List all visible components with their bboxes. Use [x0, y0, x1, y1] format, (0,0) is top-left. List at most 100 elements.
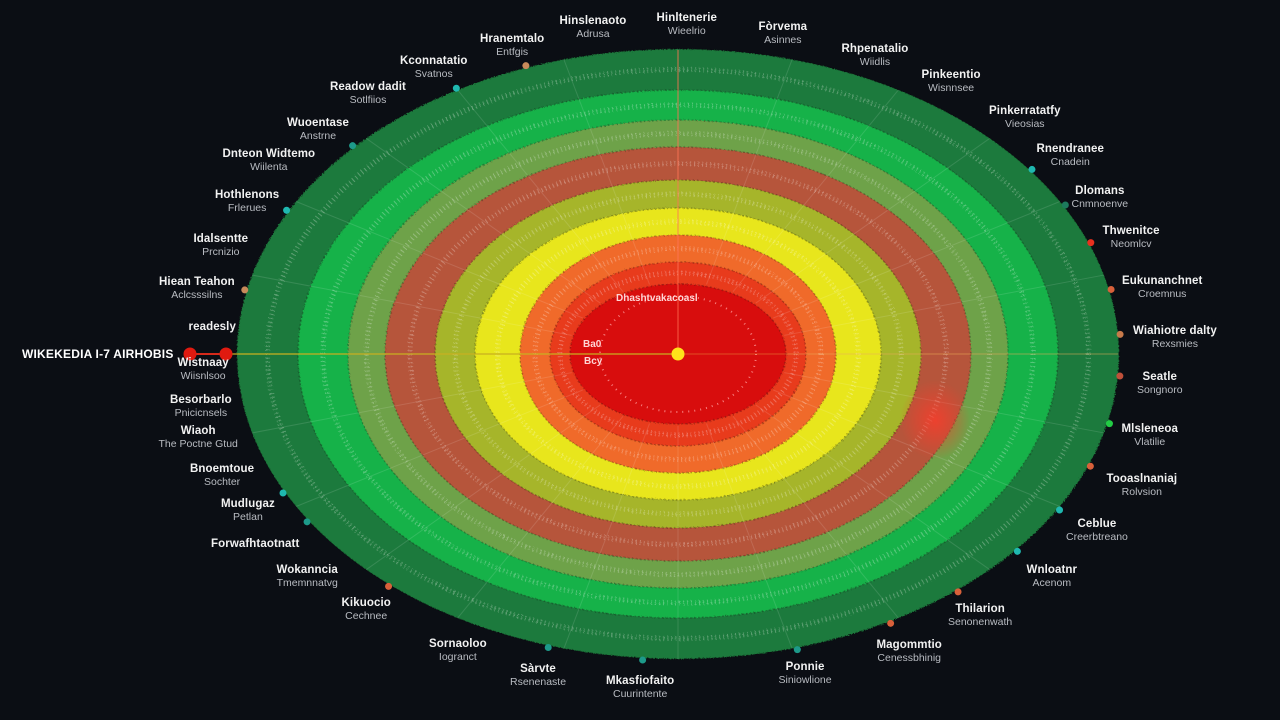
ring-label[interactable]: Dlomans Cnmnoenve [1072, 185, 1129, 210]
label-title: Wuoentase [287, 117, 350, 129]
label-subtitle: Croemnus [1138, 288, 1187, 301]
ring-label[interactable]: Idalsentte Prcnizio [194, 233, 249, 258]
label-title: Wokanncia [276, 564, 338, 576]
label-dot[interactable] [1116, 330, 1124, 338]
ring-label[interactable]: Pinkeentio Wisnnsee [922, 69, 981, 94]
label-subtitle: Rexsmies [1151, 338, 1198, 351]
label-title: Wiaoh [180, 425, 216, 437]
ring-label[interactable]: Wokanncia Tmemnnatvg [277, 564, 338, 589]
label-title: Hothlenons [215, 189, 280, 201]
ring-label[interactable]: Wuoentase Anstrne [287, 117, 349, 142]
ring-label[interactable]: Wnloatnr Acenom [1027, 564, 1078, 589]
radial-line [706, 423, 793, 649]
ring-label[interactable]: Wiahiotre dalty Rexsmies [1133, 325, 1217, 350]
ring-label[interactable]: Hinslenaoto Adrusa [560, 15, 627, 40]
ring-label[interactable]: Thilarion Senonenwath [948, 603, 1012, 628]
connector-end-node[interactable] [219, 347, 233, 361]
ring-label[interactable]: Hothlenons Frlerues [215, 189, 279, 214]
ring-label[interactable]: Mlsleneoa Vlatilie [1122, 423, 1179, 448]
ring-label[interactable]: Hinltenerie Wieelrio [657, 12, 718, 37]
ring-label[interactable]: Sornaoloo Iogranct [429, 638, 487, 663]
connector-start-node[interactable] [183, 347, 197, 361]
label-subtitle: Siniowlione [778, 674, 832, 687]
ring-label[interactable]: Ponnie Siniowlione [779, 661, 832, 686]
label-dot[interactable] [303, 518, 311, 526]
label-dot[interactable] [793, 646, 801, 654]
ring-label[interactable]: Forwafhtaotnatt [211, 538, 299, 551]
label-dot[interactable] [1013, 547, 1021, 555]
label-dot[interactable] [544, 644, 552, 652]
label-title: Hinltenerie [656, 12, 718, 24]
label-title: Thwenitce [1102, 225, 1160, 237]
red-highlight-glow [900, 380, 970, 460]
ring-label[interactable]: Thwenitce Neomlcv [1103, 225, 1160, 250]
label-dot[interactable] [1061, 201, 1069, 209]
ring-label[interactable]: Rhpenatalio Wiidlis [842, 43, 909, 68]
diagram-title: WIKEKEDIA I-7 AIRHOBIS [22, 347, 174, 361]
ring-label[interactable]: Bnoemtoue Sochter [190, 463, 254, 488]
label-title: Rnendranee [1036, 143, 1104, 155]
label-title: Hinslenaoto [559, 15, 627, 27]
label-dot[interactable] [241, 286, 249, 294]
center-node[interactable] [671, 347, 685, 361]
ring-label[interactable]: Fòrvema Asinnes [759, 21, 808, 46]
ring-label[interactable]: Dnteon Widtemo Wiilenta [223, 148, 316, 173]
ring-label[interactable]: Wistnaay Wiisnlsoo [178, 357, 229, 382]
label-dot[interactable] [954, 588, 962, 596]
ring-label[interactable]: Mkasfiofaito Cuurintente [606, 675, 674, 700]
ring-label[interactable]: Wiaoh The Poctne Gtud [159, 425, 238, 450]
label-title: Mlsleneoa [1121, 423, 1179, 435]
ring-label[interactable]: Hiean Teahon Aclcsssilns [159, 276, 235, 301]
radial-line [755, 137, 991, 304]
label-dot[interactable] [639, 656, 647, 664]
ring-label[interactable]: Tooaslnaniaj Rolvsion [1107, 473, 1178, 498]
label-subtitle: Wiidlis [859, 56, 891, 69]
label-subtitle: Entfgis [496, 46, 529, 59]
ring-label[interactable]: Besorbarlo Pnicicnsels [170, 394, 232, 419]
label-subtitle: Senonenwath [948, 616, 1013, 629]
ring-label[interactable]: Ceblue Creerbtreano [1066, 518, 1128, 543]
label-dot[interactable] [1105, 420, 1113, 428]
label-dot[interactable] [522, 62, 530, 70]
label-dot[interactable] [283, 206, 291, 214]
label-title: Wistnaay [177, 357, 229, 369]
label-subtitle: Anstrne [299, 130, 337, 143]
ring-label[interactable]: Pinkerratatfy Vieosias [989, 105, 1061, 130]
ring-label[interactable]: readesly [189, 321, 236, 334]
radial-line [755, 404, 991, 571]
radial-line [563, 423, 650, 649]
label-subtitle: Wieelrio [667, 25, 706, 38]
radial-line [784, 274, 1105, 336]
label-dot[interactable] [1087, 239, 1095, 247]
label-dot[interactable] [349, 142, 357, 150]
label-dot[interactable] [887, 619, 895, 627]
ring-label[interactable]: Seatle Songnoro [1137, 371, 1183, 396]
label-dot[interactable] [1116, 372, 1124, 380]
ring-label[interactable]: Readow dadit Sotlfiios [330, 81, 406, 106]
label-subtitle: Adrusa [576, 28, 610, 41]
ring-label[interactable]: Hranemtalo Entfgis [480, 33, 544, 58]
ring-label[interactable]: Sàrvte Rsenenaste [510, 663, 566, 688]
ring-label[interactable]: Rnendranee Cnadein [1037, 143, 1104, 168]
ring-label[interactable]: Magommtio Cenessbhinig [877, 639, 942, 664]
label-subtitle: Sochter [203, 476, 241, 489]
label-subtitle: Prcnizio [202, 246, 240, 259]
label-dot[interactable] [1028, 165, 1036, 173]
label-dot[interactable] [452, 84, 460, 92]
ring-label[interactable]: Eukunanchnet Croemnus [1122, 275, 1202, 300]
ring-label[interactable]: Kconnatatio Svatnos [400, 55, 468, 80]
radial-line [732, 416, 899, 619]
ring-label[interactable]: Kikuocio Cechnee [342, 597, 391, 622]
radial-line [251, 274, 572, 336]
label-dot[interactable] [1086, 462, 1094, 470]
label-title: Hranemtalo [480, 33, 545, 45]
label-subtitle: Iogranct [438, 651, 477, 664]
radial-line [563, 59, 650, 285]
label-dot[interactable] [1107, 285, 1115, 293]
label-dot[interactable] [279, 489, 287, 497]
ring-label[interactable]: Mudlugaz Petlan [221, 498, 275, 523]
label-dot[interactable] [385, 582, 393, 590]
label-title: Eukunanchnet [1122, 275, 1203, 287]
label-title: Forwafhtaotnatt [211, 538, 300, 550]
label-dot[interactable] [1056, 506, 1064, 514]
